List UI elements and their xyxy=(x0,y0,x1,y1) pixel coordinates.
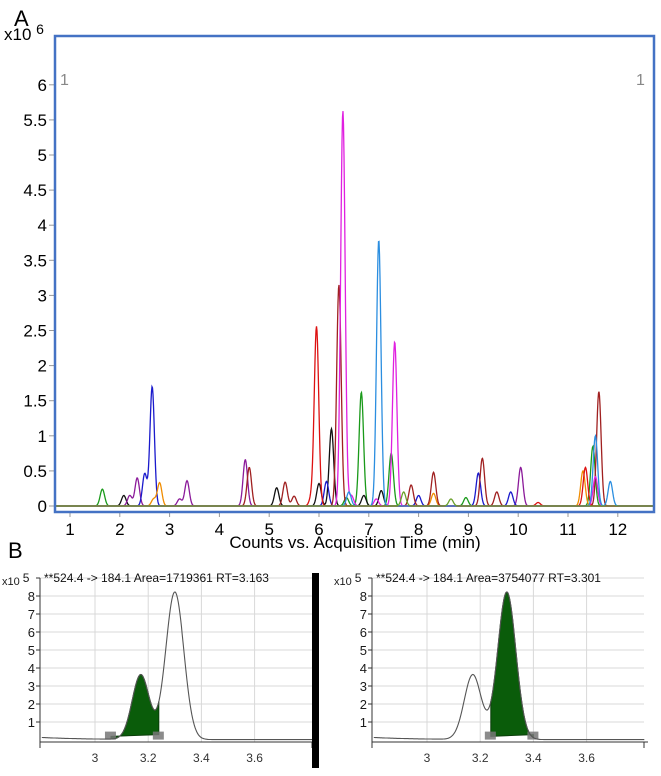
plot-frame xyxy=(53,34,656,514)
y-tick-label: 4 xyxy=(360,661,367,676)
integration-marker-handle[interactable] xyxy=(152,731,164,740)
x-tick-label: 10 xyxy=(509,520,528,539)
x-tick-label: 3.2 xyxy=(472,751,489,765)
y-tick-label: 6 xyxy=(38,76,47,95)
x-tick-label: 1 xyxy=(65,520,74,539)
y-tick-label: 8 xyxy=(360,589,367,604)
x-tick-label: 4 xyxy=(215,520,224,539)
x-tick-label: 3 xyxy=(92,751,99,765)
y-tick-label: 3 xyxy=(360,679,367,694)
x-axis-title: Counts vs. Acquisition Time (min) xyxy=(229,533,480,552)
y-tick-label: 5 xyxy=(38,146,47,165)
y-tick-label: 1 xyxy=(28,715,35,730)
y-tick-label: 6 xyxy=(360,625,367,640)
y-tick-label: 5 xyxy=(360,643,367,658)
y-tick-label: 5 xyxy=(28,643,35,658)
y-tick-label: 2.5 xyxy=(23,322,47,341)
panel-b-label: B xyxy=(8,538,23,563)
x-tick-label: 8 xyxy=(414,520,423,539)
corner-label-right: 1 xyxy=(636,72,645,89)
y-tick-label: 5.5 xyxy=(23,111,47,130)
y-tick-label: 1 xyxy=(360,715,367,730)
panel-a-label: A xyxy=(14,6,29,31)
x-tick-label: 3 xyxy=(165,520,174,539)
x-tick-label: 5 xyxy=(264,520,273,539)
y-tick-label: 4 xyxy=(28,661,35,676)
y-tick-label: 8 xyxy=(28,589,35,604)
x-tick-label: 11 xyxy=(559,520,577,539)
integration-marker-handle[interactable] xyxy=(527,731,539,740)
x-tick-label: 3.4 xyxy=(525,751,542,765)
y-tick-label: 6 xyxy=(28,625,35,640)
y-tick-label: 2 xyxy=(28,697,35,712)
y-tick-label: 1 xyxy=(38,427,47,446)
x-tick-label: 3.4 xyxy=(193,751,210,765)
x-tick-label: 3.2 xyxy=(140,751,157,765)
y-tick-label: 0.5 xyxy=(23,462,47,481)
y-tick-label: 1.5 xyxy=(23,392,47,411)
y-tick-label: 7 xyxy=(360,607,367,622)
x-tick-label: 9 xyxy=(464,520,473,539)
panel-divider xyxy=(312,573,319,768)
y-multiplier-label: x10 5 xyxy=(334,571,362,588)
trace-olive xyxy=(55,491,654,507)
integration-marker-handle[interactable] xyxy=(104,731,116,740)
corner-label-left: 1 xyxy=(60,72,69,89)
peak-title: **524.4 -> 184.1 Area=1719361 RT=3.163 xyxy=(44,571,269,585)
x-tick-label: 6 xyxy=(314,520,323,539)
y-multiplier-label: x10 5 xyxy=(2,571,30,588)
y-tick-label: 7 xyxy=(28,607,35,622)
x-tick-label: 12 xyxy=(608,520,627,539)
y-tick-label: 0 xyxy=(38,497,47,516)
y-tick-label: 3 xyxy=(28,679,35,694)
x-tick-label: 3.6 xyxy=(578,751,595,765)
y-tick-label: 2 xyxy=(360,697,367,712)
signal-trace xyxy=(41,591,313,741)
peak-title: **524.4 -> 184.1 Area=3754077 RT=3.301 xyxy=(376,571,601,585)
grid xyxy=(40,577,312,742)
integration-marker-handle[interactable] xyxy=(484,731,496,740)
x-tick-label: 7 xyxy=(364,520,373,539)
y-tick-label: 2 xyxy=(38,357,47,376)
y-tick-label: 3.5 xyxy=(23,251,47,270)
x-tick-label: 3 xyxy=(424,751,431,765)
y-tick-label: 4.5 xyxy=(23,181,47,200)
x-tick-label: 2 xyxy=(115,520,124,539)
y-multiplier-label: x10 6 xyxy=(4,21,44,44)
x-tick-label: 3.6 xyxy=(246,751,263,765)
signal-trace xyxy=(373,591,645,741)
chromatogram-overlay-chart: x10 600.511.522.533.544.555.561 2 3 4 5 6 7 8 9 1… xyxy=(4,21,656,552)
y-tick-label: 4 xyxy=(38,216,47,235)
y-tick-label: 3 xyxy=(38,286,47,305)
